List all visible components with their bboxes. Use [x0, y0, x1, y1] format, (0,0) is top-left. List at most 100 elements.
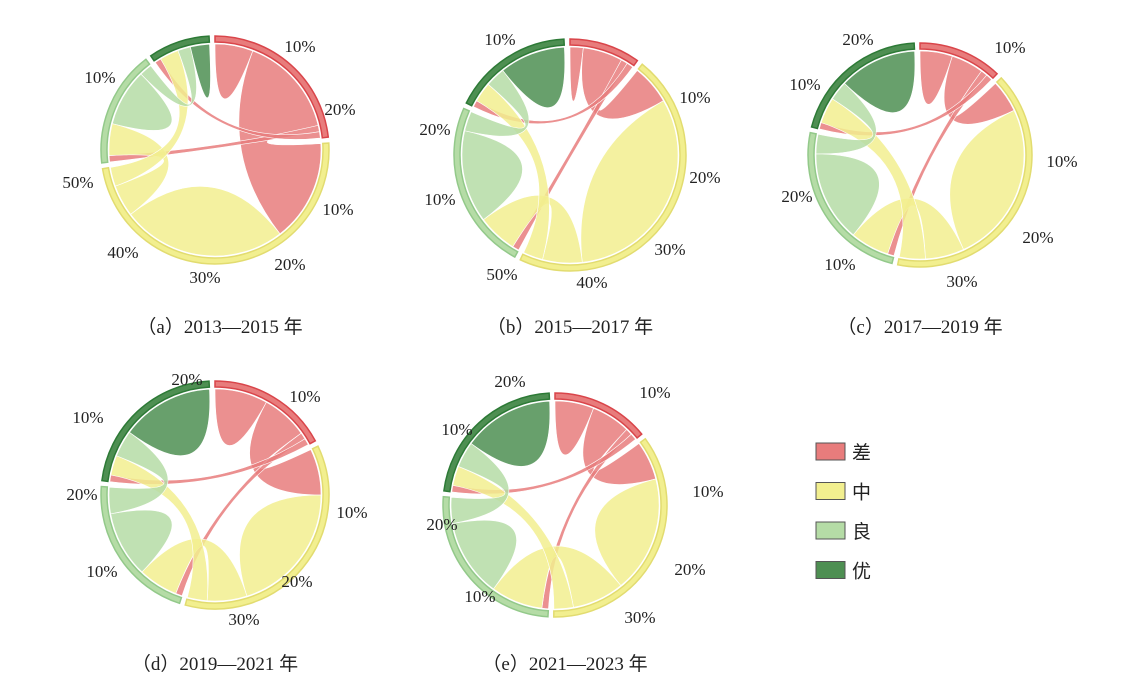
tick-label: 10% — [424, 190, 455, 209]
tick-label: 20% — [674, 560, 705, 579]
chord-good-good — [452, 519, 517, 590]
tick-label: 30% — [654, 240, 685, 259]
group-arc-medium — [101, 142, 330, 265]
tick-label: 20% — [324, 100, 355, 119]
tick-label: 40% — [107, 243, 138, 262]
group-arc-good — [100, 58, 151, 164]
chord-poor-excellent — [451, 433, 636, 495]
tick-label: 10% — [484, 30, 515, 49]
chord-good-excellent — [815, 82, 877, 155]
tick-label: 10% — [86, 562, 117, 581]
group-arc-poor — [919, 42, 999, 80]
legend-item-good: 良 — [815, 521, 871, 543]
group-arc-medium — [896, 76, 1033, 268]
group-arc-excellent — [443, 392, 551, 493]
chord-excellent-excellent — [190, 43, 211, 98]
tick-label: 20% — [281, 572, 312, 591]
group-arc-good — [453, 107, 519, 259]
chord-good-excellent — [450, 443, 510, 524]
chords — [450, 400, 660, 610]
chord-poor-poor — [554, 400, 594, 456]
tick-label: 10% — [639, 383, 670, 402]
chord-medium-excellent — [110, 455, 209, 602]
tick-label: 20% — [419, 120, 450, 139]
chord-good-excellent — [464, 70, 530, 137]
chord-medium-medium — [949, 110, 1025, 250]
chord-medium-medium — [580, 100, 679, 263]
chord-diagram-d: 20% 10% 10% 20% 10% 10% 20% 30% （d）2019—2021 年 — [66, 370, 367, 675]
group-arc-good — [100, 485, 183, 605]
group-arc-poor — [214, 380, 317, 445]
tick-label: 10% — [441, 420, 472, 439]
group-arc-good — [442, 495, 550, 618]
group-arc-excellent — [101, 380, 211, 483]
chord-diagram-a: 10% 20% 10% 20% 30% 40% 50% 10% （a）2013—2015 年 — [62, 35, 356, 338]
tick-label: 10% — [824, 255, 855, 274]
chord-poor-poor — [214, 388, 267, 446]
tick-label: 10% — [1046, 152, 1077, 171]
chord-diagram-b: 10% 10% 20% 30% 40% 50% 10% 20% （b）2015—2017 年 — [419, 30, 720, 338]
legend-label: 差 — [852, 442, 871, 464]
tick-label: 20% — [171, 370, 202, 389]
tick-label: 10% — [284, 37, 315, 56]
group-arc-excellent — [149, 35, 211, 62]
chord-medium-medium — [130, 186, 281, 257]
legend-label: 良 — [852, 521, 871, 543]
chords — [815, 50, 1025, 260]
panel-caption: （c）2017—2019 年 — [837, 316, 1002, 338]
group-arc-excellent — [465, 38, 566, 107]
chord-excellent-excellent — [129, 388, 211, 456]
chords — [461, 46, 679, 264]
chord-poor-excellent — [818, 74, 993, 136]
tick-label: 10% — [72, 408, 103, 427]
tick-label: 20% — [842, 30, 873, 49]
chord-good-excellent — [108, 431, 169, 515]
legend-swatch — [815, 482, 846, 500]
tick-label: 20% — [426, 515, 457, 534]
tick-label: 20% — [1022, 228, 1053, 247]
legend-swatch — [815, 442, 846, 461]
tick-label: 30% — [228, 610, 259, 629]
legend-label: 中 — [852, 482, 871, 504]
chords — [108, 388, 322, 602]
group-arc-poor — [569, 38, 639, 67]
tick-label: 10% — [464, 587, 495, 606]
tick-label: 10% — [789, 75, 820, 94]
chord-diagram-e: 20% 10% 10% 10% 20% 20% 10% 30% （e）2021—2023 年 — [426, 372, 723, 675]
chord-diagram-c: 20% 10% 10% 10% 20% 30% 10% 20% （c）2017—2019 年 — [781, 30, 1077, 338]
tick-label: 20% — [66, 485, 97, 504]
tick-label: 50% — [486, 265, 517, 284]
chord-poor-poor — [919, 50, 953, 105]
chord-poor-poor — [214, 43, 254, 100]
chord-medium-excellent — [820, 98, 926, 260]
tick-label: 20% — [274, 255, 305, 274]
tick-label: 20% — [689, 168, 720, 187]
tick-label: 40% — [576, 273, 607, 292]
panel-caption: （e）2021—2023 年 — [482, 653, 647, 675]
legend-swatch — [815, 521, 846, 540]
tick-label: 10% — [994, 38, 1025, 57]
group-arc-poor — [214, 35, 330, 139]
legend-label: 优 — [852, 561, 871, 583]
tick-label: 10% — [679, 88, 710, 107]
tick-label: 10% — [692, 482, 723, 501]
tick-label: 10% — [336, 503, 367, 522]
group-arc-excellent — [810, 42, 916, 130]
tick-label: 10% — [289, 387, 320, 406]
chord-excellent-excellent — [470, 400, 551, 467]
chord-medium-excellent — [110, 50, 189, 187]
tick-label: 20% — [494, 372, 525, 391]
chords — [108, 43, 322, 257]
chord-poor-excellent — [473, 62, 634, 125]
group-arc-good — [807, 131, 895, 265]
chord-good-good — [110, 509, 173, 573]
legend-swatch — [815, 561, 846, 579]
tick-label: 50% — [62, 173, 93, 192]
legend-item-medium: 中 — [815, 482, 871, 504]
tick-label: 30% — [189, 268, 220, 287]
legend-item-excellent: 优 — [815, 561, 871, 583]
group-arc-medium — [553, 437, 668, 618]
chord-poor-poor — [569, 46, 584, 102]
